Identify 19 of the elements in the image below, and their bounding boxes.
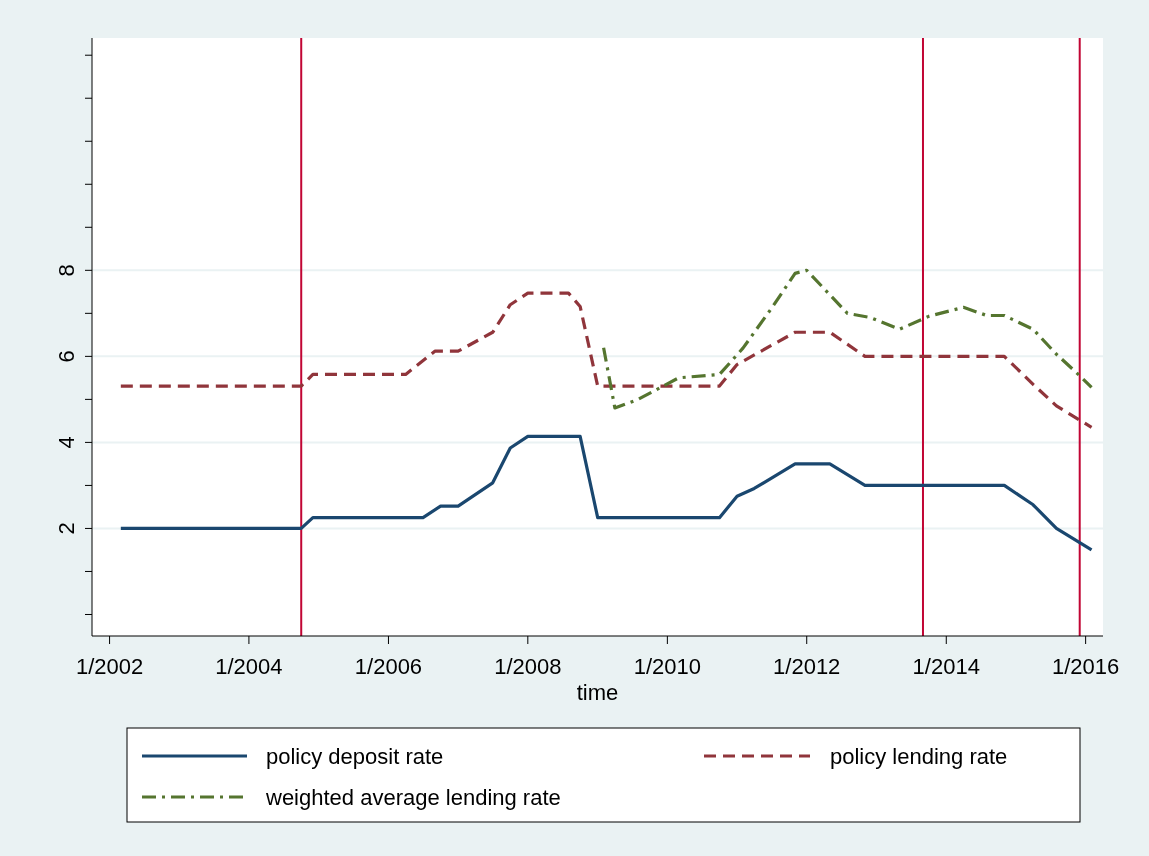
legend-label: weighted average lending rate [265,785,561,810]
x-axis-title: time [576,680,619,705]
line-series [119,291,1094,429]
legend-label: policy deposit rate [266,744,444,769]
x-tick-label: 1/2016 [1051,654,1120,679]
x-tick-label: 1/2012 [773,654,841,679]
line-series [119,434,1094,552]
x-tick-label: 1/2004 [215,654,283,679]
x-tick-label: 1/2006 [354,654,423,679]
x-tick-label: 1/2002 [75,654,144,679]
y-tick-label: 2 [54,522,79,535]
line-series [602,268,1094,410]
x-tick-label: 1/2014 [912,654,980,679]
x-tick-label: 1/2010 [633,654,702,679]
y-tick-label: 4 [54,436,79,449]
y-tick-label: 6 [54,350,79,363]
legend-label: policy lending rate [830,744,1008,769]
x-tick-label: 1/2008 [494,654,562,679]
y-tick-label: 8 [54,264,79,277]
